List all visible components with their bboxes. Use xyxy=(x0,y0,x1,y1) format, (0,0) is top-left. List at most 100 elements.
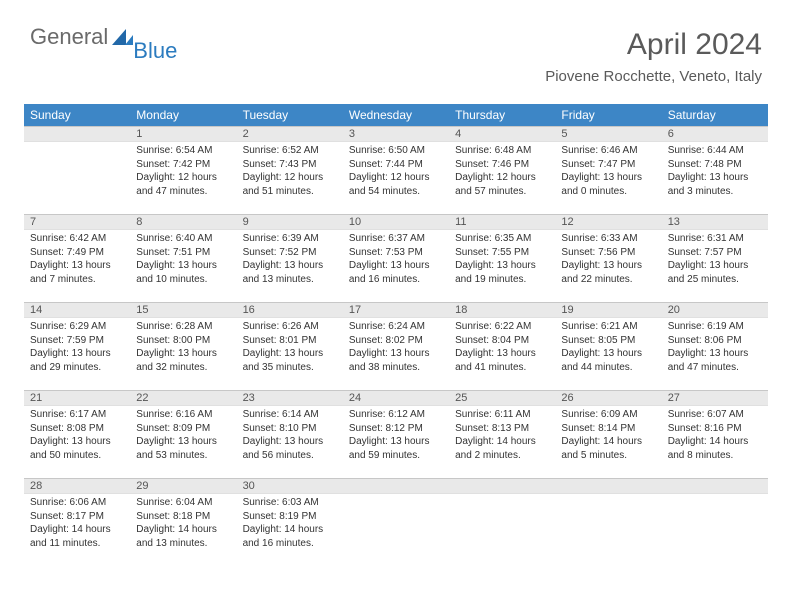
day-cell: 11Sunrise: 6:35 AMSunset: 7:55 PMDayligh… xyxy=(449,214,555,302)
day-number: 1 xyxy=(130,126,236,142)
day-line: Sunrise: 6:31 AM xyxy=(668,232,762,246)
weekday-header: Tuesday xyxy=(237,104,343,126)
day-body: Sunrise: 6:52 AMSunset: 7:43 PMDaylight:… xyxy=(237,142,343,202)
day-line: Sunrise: 6:28 AM xyxy=(136,320,230,334)
day-cell: 23Sunrise: 6:14 AMSunset: 8:10 PMDayligh… xyxy=(237,390,343,478)
day-number: 19 xyxy=(555,302,661,318)
day-line: Daylight: 13 hours xyxy=(243,347,337,361)
day-body: Sunrise: 6:37 AMSunset: 7:53 PMDaylight:… xyxy=(343,230,449,290)
day-line: Sunset: 8:01 PM xyxy=(243,334,337,348)
day-line: and 53 minutes. xyxy=(136,449,230,463)
day-line: Sunset: 7:55 PM xyxy=(455,246,549,260)
day-line: Sunrise: 6:22 AM xyxy=(455,320,549,334)
day-cell xyxy=(449,478,555,566)
weekday-header: Friday xyxy=(555,104,661,126)
day-line: Sunset: 8:12 PM xyxy=(349,422,443,436)
day-number: 6 xyxy=(662,126,768,142)
day-cell: 28Sunrise: 6:06 AMSunset: 8:17 PMDayligh… xyxy=(24,478,130,566)
day-line: Sunrise: 6:37 AM xyxy=(349,232,443,246)
weekday-header-row: Sunday Monday Tuesday Wednesday Thursday… xyxy=(24,104,768,126)
day-number: 22 xyxy=(130,390,236,406)
day-line: and 11 minutes. xyxy=(30,537,124,551)
day-line: and 8 minutes. xyxy=(668,449,762,463)
day-cell: 18Sunrise: 6:22 AMSunset: 8:04 PMDayligh… xyxy=(449,302,555,390)
day-line: Sunrise: 6:54 AM xyxy=(136,144,230,158)
day-cell: 15Sunrise: 6:28 AMSunset: 8:00 PMDayligh… xyxy=(130,302,236,390)
day-number xyxy=(555,478,661,494)
day-line: Daylight: 13 hours xyxy=(30,347,124,361)
day-line: Sunrise: 6:11 AM xyxy=(455,408,549,422)
day-line: Daylight: 13 hours xyxy=(136,347,230,361)
day-line: Daylight: 14 hours xyxy=(136,523,230,537)
day-body: Sunrise: 6:39 AMSunset: 7:52 PMDaylight:… xyxy=(237,230,343,290)
day-cell: 26Sunrise: 6:09 AMSunset: 8:14 PMDayligh… xyxy=(555,390,661,478)
day-line: Daylight: 13 hours xyxy=(136,435,230,449)
day-number: 7 xyxy=(24,214,130,230)
day-number: 15 xyxy=(130,302,236,318)
logo: General Blue xyxy=(30,24,179,50)
day-line: Daylight: 13 hours xyxy=(136,259,230,273)
day-number: 3 xyxy=(343,126,449,142)
day-number: 29 xyxy=(130,478,236,494)
day-body: Sunrise: 6:12 AMSunset: 8:12 PMDaylight:… xyxy=(343,406,449,466)
day-line: Sunset: 8:04 PM xyxy=(455,334,549,348)
day-line: and 56 minutes. xyxy=(243,449,337,463)
day-body: Sunrise: 6:48 AMSunset: 7:46 PMDaylight:… xyxy=(449,142,555,202)
day-body: Sunrise: 6:28 AMSunset: 8:00 PMDaylight:… xyxy=(130,318,236,378)
day-line: Daylight: 13 hours xyxy=(30,259,124,273)
day-line: Daylight: 13 hours xyxy=(30,435,124,449)
day-number: 4 xyxy=(449,126,555,142)
day-cell: 24Sunrise: 6:12 AMSunset: 8:12 PMDayligh… xyxy=(343,390,449,478)
day-line: Daylight: 14 hours xyxy=(668,435,762,449)
day-line: Sunset: 7:52 PM xyxy=(243,246,337,260)
weekday-header: Saturday xyxy=(662,104,768,126)
day-line: Sunset: 7:43 PM xyxy=(243,158,337,172)
day-number: 27 xyxy=(662,390,768,406)
day-line: Daylight: 12 hours xyxy=(455,171,549,185)
day-number xyxy=(449,478,555,494)
day-number: 18 xyxy=(449,302,555,318)
day-line: and 5 minutes. xyxy=(561,449,655,463)
day-line: Daylight: 14 hours xyxy=(561,435,655,449)
header: April 2024 Piovene Rocchette, Veneto, It… xyxy=(545,28,762,85)
day-line: Sunset: 8:09 PM xyxy=(136,422,230,436)
day-cell: 7Sunrise: 6:42 AMSunset: 7:49 PMDaylight… xyxy=(24,214,130,302)
day-cell: 1Sunrise: 6:54 AMSunset: 7:42 PMDaylight… xyxy=(130,126,236,214)
day-number: 9 xyxy=(237,214,343,230)
day-number: 24 xyxy=(343,390,449,406)
day-line: Sunset: 7:56 PM xyxy=(561,246,655,260)
day-line: Sunrise: 6:35 AM xyxy=(455,232,549,246)
day-number xyxy=(24,126,130,142)
day-line: Daylight: 13 hours xyxy=(349,435,443,449)
day-line: Daylight: 13 hours xyxy=(561,171,655,185)
day-line: Sunset: 7:59 PM xyxy=(30,334,124,348)
day-line: Sunset: 8:18 PM xyxy=(136,510,230,524)
day-line: Sunrise: 6:12 AM xyxy=(349,408,443,422)
day-line: and 16 minutes. xyxy=(243,537,337,551)
day-body: Sunrise: 6:46 AMSunset: 7:47 PMDaylight:… xyxy=(555,142,661,202)
day-line: Daylight: 14 hours xyxy=(30,523,124,537)
day-number: 17 xyxy=(343,302,449,318)
day-line: and 29 minutes. xyxy=(30,361,124,375)
day-line: Sunset: 7:57 PM xyxy=(668,246,762,260)
day-line: Sunset: 8:00 PM xyxy=(136,334,230,348)
day-line: Sunrise: 6:46 AM xyxy=(561,144,655,158)
day-cell: 13Sunrise: 6:31 AMSunset: 7:57 PMDayligh… xyxy=(662,214,768,302)
day-line: Sunrise: 6:42 AM xyxy=(30,232,124,246)
day-line: and 44 minutes. xyxy=(561,361,655,375)
day-line: Sunset: 8:17 PM xyxy=(30,510,124,524)
day-number: 30 xyxy=(237,478,343,494)
logo-text-general: General xyxy=(30,24,108,50)
day-body: Sunrise: 6:16 AMSunset: 8:09 PMDaylight:… xyxy=(130,406,236,466)
day-number xyxy=(662,478,768,494)
day-cell: 4Sunrise: 6:48 AMSunset: 7:46 PMDaylight… xyxy=(449,126,555,214)
day-line: Daylight: 14 hours xyxy=(455,435,549,449)
day-number: 13 xyxy=(662,214,768,230)
day-line: Daylight: 12 hours xyxy=(136,171,230,185)
logo-text-blue: Blue xyxy=(133,38,177,64)
day-cell: 5Sunrise: 6:46 AMSunset: 7:47 PMDaylight… xyxy=(555,126,661,214)
day-body: Sunrise: 6:26 AMSunset: 8:01 PMDaylight:… xyxy=(237,318,343,378)
day-line: Daylight: 13 hours xyxy=(243,259,337,273)
weekday-header: Wednesday xyxy=(343,104,449,126)
day-line: Sunset: 8:16 PM xyxy=(668,422,762,436)
